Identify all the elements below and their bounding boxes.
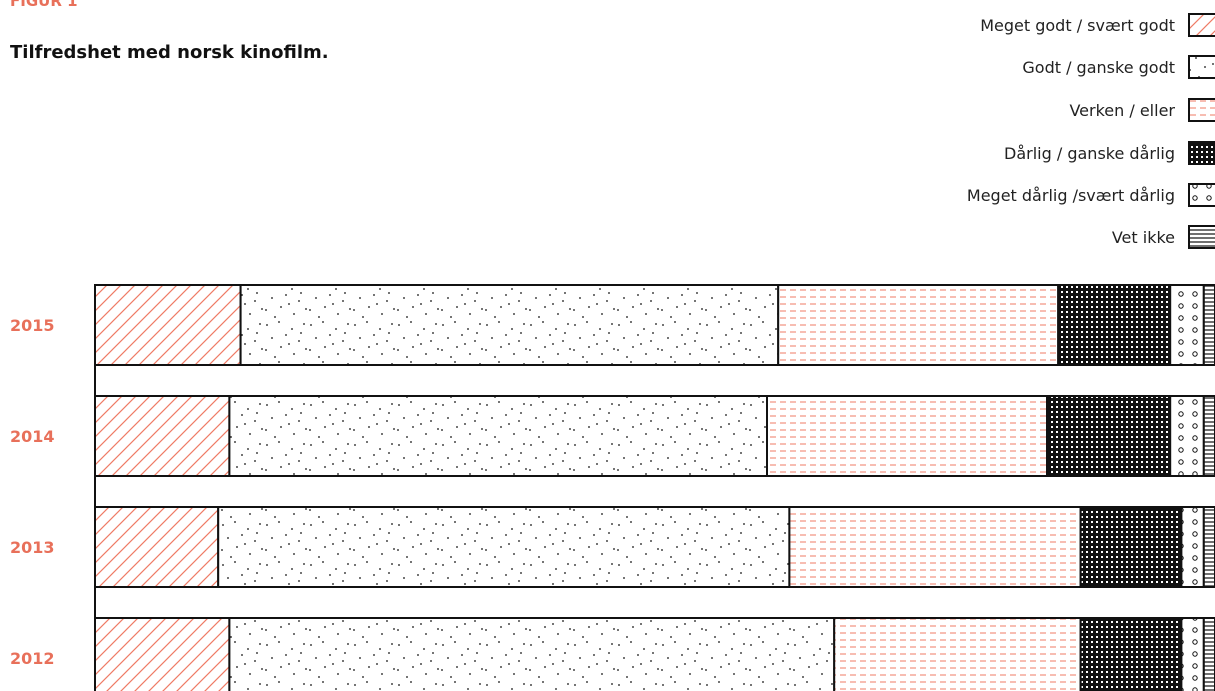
bar-segment [788,506,1082,588]
category-label: 2013 [10,538,55,557]
legend-swatch [1188,183,1215,207]
legend-label: Meget godt / svært godt [980,16,1175,35]
bar-segment [777,284,1060,366]
bar-segment [1180,617,1205,691]
bar-segment [1169,284,1205,366]
legend-label: Dårlig / ganske dårlig [1004,144,1175,163]
bar-segment [833,617,1082,691]
bar-segment [1079,506,1183,588]
category-label: 2014 [10,427,55,446]
bar-segment [1046,395,1172,477]
legend-label: Meget dårlig /svært dårlig [967,186,1175,205]
bar-segment [1169,395,1205,477]
bar-segment [228,395,768,477]
chart-title: Tilfredshet med norsk kinofilm. [10,42,329,63]
bar-segment [1180,506,1205,588]
gap-band [94,475,1215,508]
bar-segment [239,284,780,366]
bar-segment [1202,506,1215,588]
legend-swatch [1188,13,1215,37]
category-label: 2012 [10,649,55,668]
bar-segment [1079,617,1183,691]
legend-swatch [1188,225,1215,249]
legend-label: Godt / ganske godt [1022,58,1175,77]
legend-label: Verken / eller [1069,101,1175,120]
gap-band [94,364,1215,397]
legend-swatch [1188,55,1215,79]
bar-segment [1202,395,1215,477]
bar-segment [94,395,231,477]
bar-segment [94,506,220,588]
bar-segment [94,284,242,366]
bar-segment [1202,617,1215,691]
bar-segment [766,395,1048,477]
legend-swatch [1188,98,1215,122]
bar-segment [217,506,791,588]
bar-segment [94,617,231,691]
figure-label: FIGUR 1 [10,0,78,10]
legend-swatch [1188,141,1215,165]
legend-label: Vet ikke [1112,228,1175,247]
category-label: 2015 [10,316,55,335]
bar-segment [1057,284,1172,366]
gap-band [94,586,1215,619]
bar-segment [1202,284,1215,366]
bar-segment [228,617,836,691]
